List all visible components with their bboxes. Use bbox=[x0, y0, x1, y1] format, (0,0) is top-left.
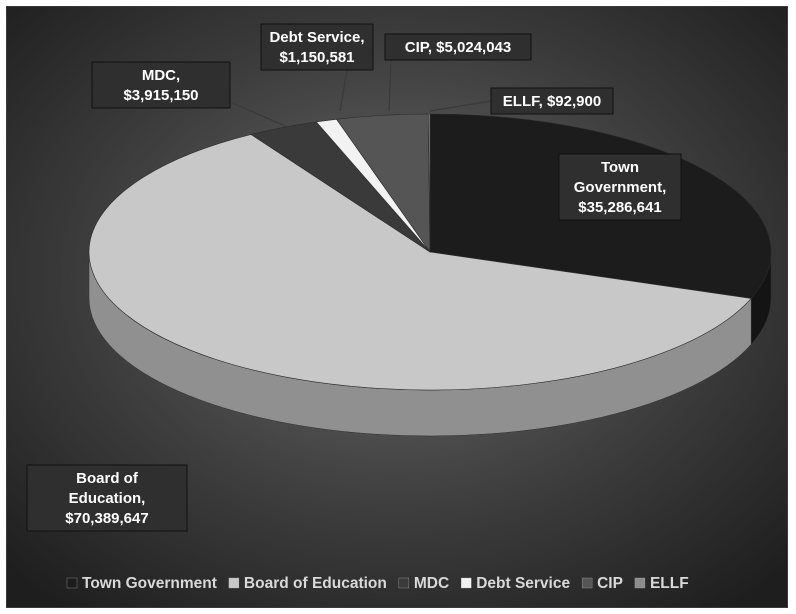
chart-frame: Town Government, $35,286,641 Board of Educat… bbox=[6, 6, 788, 608]
data-label-text: Debt Service, bbox=[269, 29, 364, 46]
pie-chart: Town Government, $35,286,641 Board of Educat… bbox=[7, 7, 787, 607]
data-label-debt-service: Debt Service, $1,150,581 bbox=[260, 23, 374, 71]
pie-slice-board-of-education bbox=[88, 134, 752, 391]
data-label-text: MDC, bbox=[142, 67, 180, 84]
data-label-ellf: ELLF, $92,900 bbox=[490, 87, 614, 115]
leader-line-cip bbox=[388, 59, 392, 112]
data-label-text: CIP, $5,024,043 bbox=[405, 39, 511, 56]
leader-line-mdc bbox=[229, 101, 300, 133]
legend-item-mdc: MDC bbox=[398, 575, 449, 592]
pie-tops bbox=[88, 113, 772, 391]
legend-swatch bbox=[581, 577, 593, 589]
data-label-text: Education, bbox=[69, 490, 146, 507]
legend-item-town-government: Town Government bbox=[66, 575, 217, 592]
leader-line-debt-service bbox=[339, 69, 348, 112]
data-label-board-of-education: Board of Education, $70,389,647 bbox=[26, 464, 188, 532]
data-label-text: ELLF, $92,900 bbox=[503, 93, 601, 110]
data-label-box bbox=[91, 61, 231, 109]
pie-slice-ellf bbox=[427, 113, 431, 253]
leader-lines bbox=[186, 59, 492, 475]
data-label-box bbox=[260, 23, 374, 71]
data-label-town-government: Town Government, $35,286,641 bbox=[558, 153, 682, 221]
data-label-mdc: MDC, $3,915,150 bbox=[91, 61, 231, 109]
data-label-box bbox=[490, 87, 614, 115]
data-label-box bbox=[558, 153, 682, 221]
legend-label: Town Government bbox=[82, 575, 217, 592]
data-label-text: Board of bbox=[76, 470, 139, 487]
legend-swatch bbox=[66, 577, 78, 589]
legend-label: Board of Education bbox=[244, 575, 387, 592]
legend-swatch bbox=[398, 577, 410, 589]
legend-label: ELLF bbox=[650, 575, 689, 592]
legend-label: MDC bbox=[414, 575, 449, 592]
leader-line-ellf bbox=[429, 100, 492, 112]
data-label-box bbox=[26, 464, 188, 532]
data-label-text: Town bbox=[601, 159, 639, 176]
legend-swatch bbox=[461, 577, 472, 589]
legend-item-ellf: ELLF bbox=[634, 575, 689, 592]
data-label-cip: CIP, $5,024,043 bbox=[384, 33, 532, 61]
legend: Town Government Board of Education MDC Debt… bbox=[66, 575, 689, 592]
legend-swatch bbox=[634, 577, 646, 589]
data-label-text: $1,150,581 bbox=[279, 49, 354, 66]
legend-item-board-of-education: Board of Education bbox=[228, 575, 387, 592]
data-label-text: $70,389,647 bbox=[65, 510, 148, 527]
legend-label: CIP bbox=[597, 575, 623, 592]
data-label-text: Government, bbox=[574, 179, 667, 196]
data-label-text: $35,286,641 bbox=[578, 199, 661, 216]
legend-label: Debt Service bbox=[476, 575, 570, 592]
data-label-box bbox=[384, 33, 532, 61]
data-label-text: $3,915,150 bbox=[123, 87, 198, 104]
legend-swatch bbox=[228, 577, 240, 589]
data-labels: Town Government, $35,286,641 Board of Educat… bbox=[26, 23, 682, 532]
legend-item-debt-service: Debt Service bbox=[461, 575, 570, 592]
legend-item-cip: CIP bbox=[581, 575, 623, 592]
